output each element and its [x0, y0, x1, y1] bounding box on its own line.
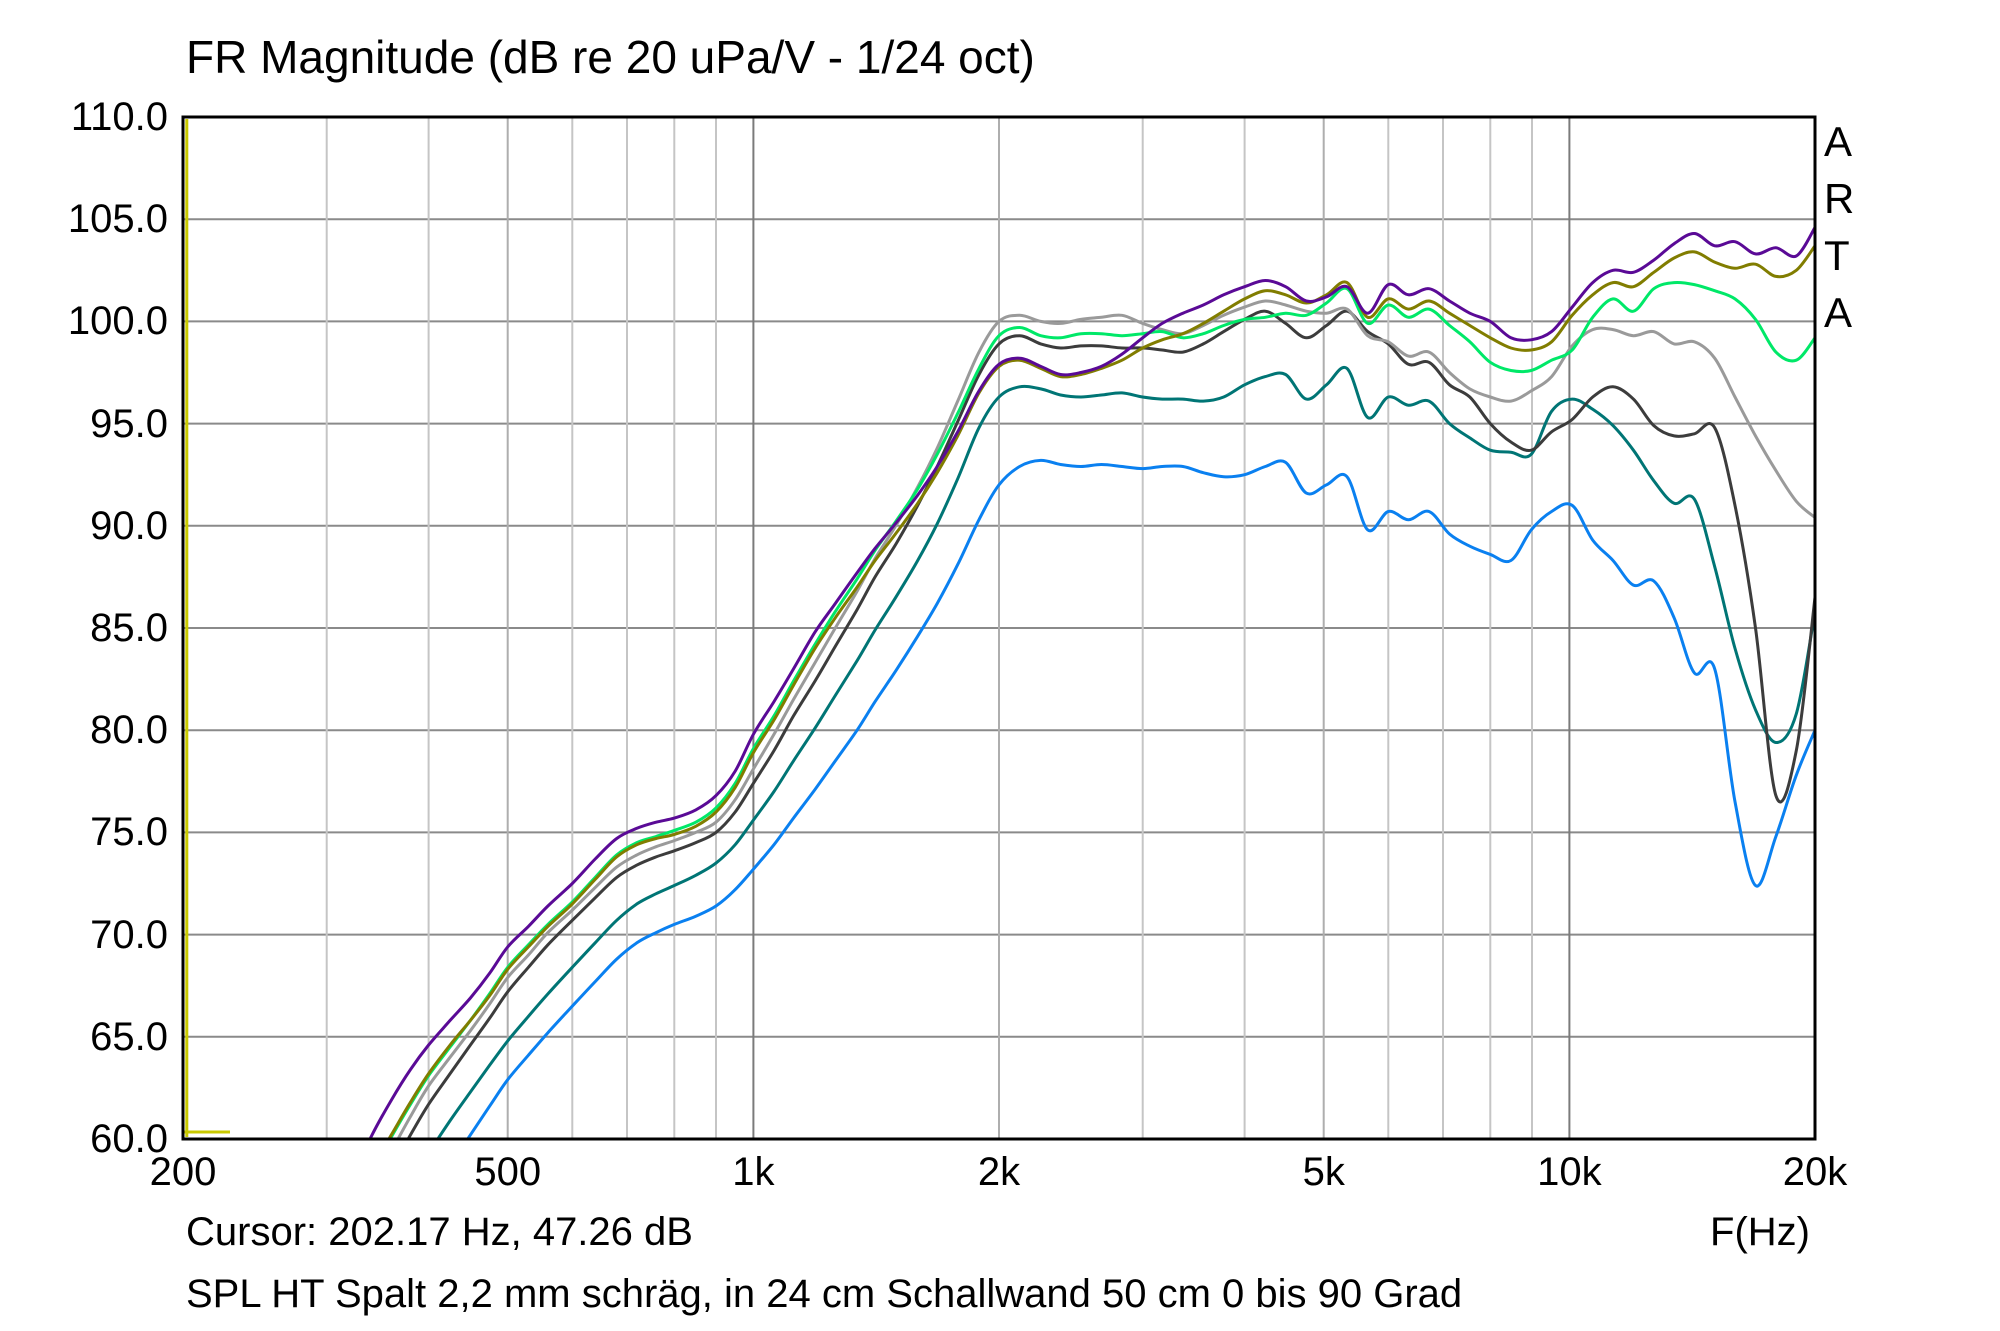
arta-logo-letter: T [1824, 232, 1850, 279]
y-tick-label: 95.0 [90, 401, 168, 446]
x-tick-label: 200 [149, 1150, 217, 1194]
curve-blue [466, 458, 1814, 1138]
y-tick-label: 70.0 [90, 912, 168, 957]
arta-logo-letter: A [1824, 289, 1853, 336]
y-tick-label: 110.0 [70, 95, 168, 139]
y-tick-label: 60.0 [90, 1117, 168, 1161]
arta-logo-letter: A [1824, 118, 1853, 165]
x-tick-label: 20k [1782, 1150, 1848, 1194]
y-tick-label: 100.0 [67, 299, 168, 344]
y-tick-label: 75.0 [90, 810, 168, 855]
curve-violet [368, 226, 1814, 1138]
plot-border [181, 115, 1817, 1141]
curve-teal [436, 365, 1814, 1138]
x-tick-label: 10k [1537, 1150, 1602, 1194]
x-tick-label: 1k [732, 1150, 775, 1194]
curve-gray [396, 299, 1814, 1138]
x-tick-label: 2k [977, 1150, 1021, 1194]
measurement-description: SPL HT Spalt 2,2 mm schräg, in 24 cm Sch… [186, 1272, 1463, 1316]
curve-olive [387, 244, 1814, 1138]
y-tick-label: 105.0 [67, 197, 168, 242]
y-tick-label: 65.0 [90, 1014, 168, 1059]
x-axis-title: F(Hz) [1710, 1210, 1810, 1254]
curve-black [406, 309, 1814, 1138]
x-tick-label: 5k [1302, 1150, 1345, 1194]
arta-logo-letter: R [1824, 175, 1855, 222]
x-tick-label: 500 [474, 1150, 542, 1194]
y-tick-label: 90.0 [90, 503, 168, 548]
chart-title: FR Magnitude (dB re 20 uPa/V - 1/24 oct) [186, 31, 1035, 83]
cursor-readout: Cursor: 202.17 Hz, 47.26 dB [186, 1210, 693, 1254]
y-tick-label: 80.0 [90, 708, 168, 753]
y-tick-label: 85.0 [90, 606, 168, 650]
curve-green [389, 280, 1814, 1138]
